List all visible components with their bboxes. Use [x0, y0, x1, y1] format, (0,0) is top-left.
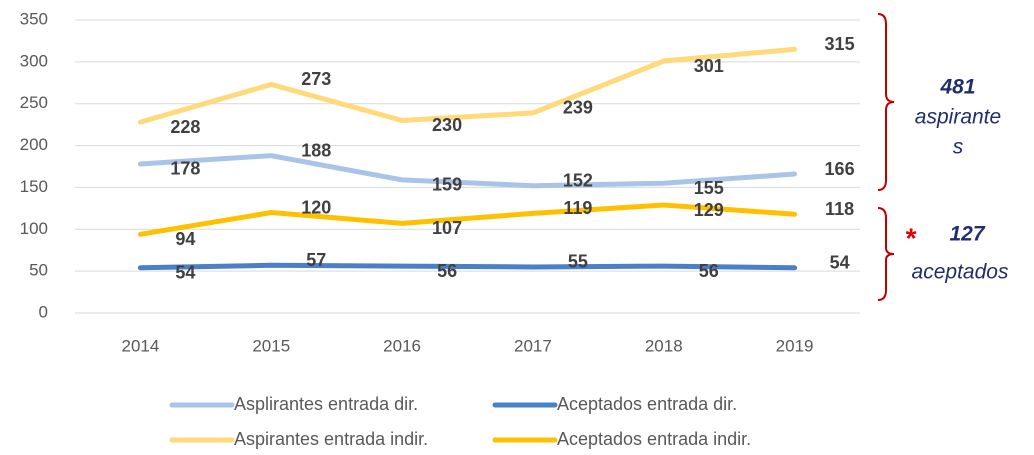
bracket: [877, 13, 895, 191]
data-label: 94: [175, 229, 195, 249]
x-tick-label: 2017: [514, 336, 552, 355]
annotation: 127: [949, 223, 985, 246]
data-label: 273: [301, 69, 331, 89]
data-label: 152: [563, 171, 593, 191]
x-tick-label: 2019: [776, 336, 814, 355]
annotation: s: [953, 136, 964, 159]
line: [137, 153, 798, 189]
y-tick-label: 250: [20, 93, 48, 112]
data-label: 120: [301, 197, 331, 217]
legend-label: Aceptados entrada indir.: [557, 429, 751, 449]
data-label: 228: [170, 117, 200, 137]
data-label: 56: [699, 261, 719, 281]
line: [137, 262, 798, 271]
legend-label: Aceptados entrada dir.: [557, 394, 737, 414]
data-label: 56: [437, 261, 457, 281]
y-tick-label: 300: [20, 51, 48, 70]
data-label: 55: [568, 252, 588, 272]
data-label: 188: [301, 140, 331, 160]
data-label: 301: [694, 56, 724, 76]
data-label: 54: [830, 253, 850, 273]
annotation-star: *: [905, 222, 917, 253]
data-label: 155: [694, 178, 724, 198]
y-tick-label: 150: [20, 177, 48, 196]
data-label: 54: [175, 263, 195, 283]
y-tick-label: 200: [20, 135, 48, 154]
annotation: aceptados: [912, 261, 1009, 284]
data-label: 159: [432, 175, 462, 195]
data-label: 118: [825, 199, 854, 219]
data-label: 107: [432, 218, 462, 238]
x-tick-label: 2018: [645, 336, 683, 355]
data-label: 166: [825, 159, 855, 179]
data-label: 315: [825, 34, 855, 54]
data-label: 178: [170, 159, 200, 179]
line: [137, 202, 798, 237]
y-tick-label: 100: [20, 219, 48, 238]
x-tick-label: 2014: [122, 336, 160, 355]
data-label: 230: [432, 115, 462, 135]
data-label: 57: [306, 250, 326, 270]
x-tick-label: 2015: [252, 336, 290, 355]
y-tick-label: 50: [29, 261, 48, 280]
annotation: aspirante: [915, 106, 1001, 129]
y-tick-label: 0: [39, 302, 48, 321]
legend-label: Aspirantes entrada indir.: [234, 429, 428, 449]
x-tick-label: 2016: [383, 336, 421, 355]
bracket: [877, 207, 895, 301]
data-label: 129: [694, 200, 724, 220]
legend-label: Asplirantes entrada dir.: [234, 394, 418, 414]
data-label: 239: [563, 98, 593, 118]
data-label: 119: [563, 198, 592, 218]
annotation: 481: [939, 76, 975, 99]
y-tick-label: 350: [20, 9, 48, 28]
line: [137, 46, 798, 125]
